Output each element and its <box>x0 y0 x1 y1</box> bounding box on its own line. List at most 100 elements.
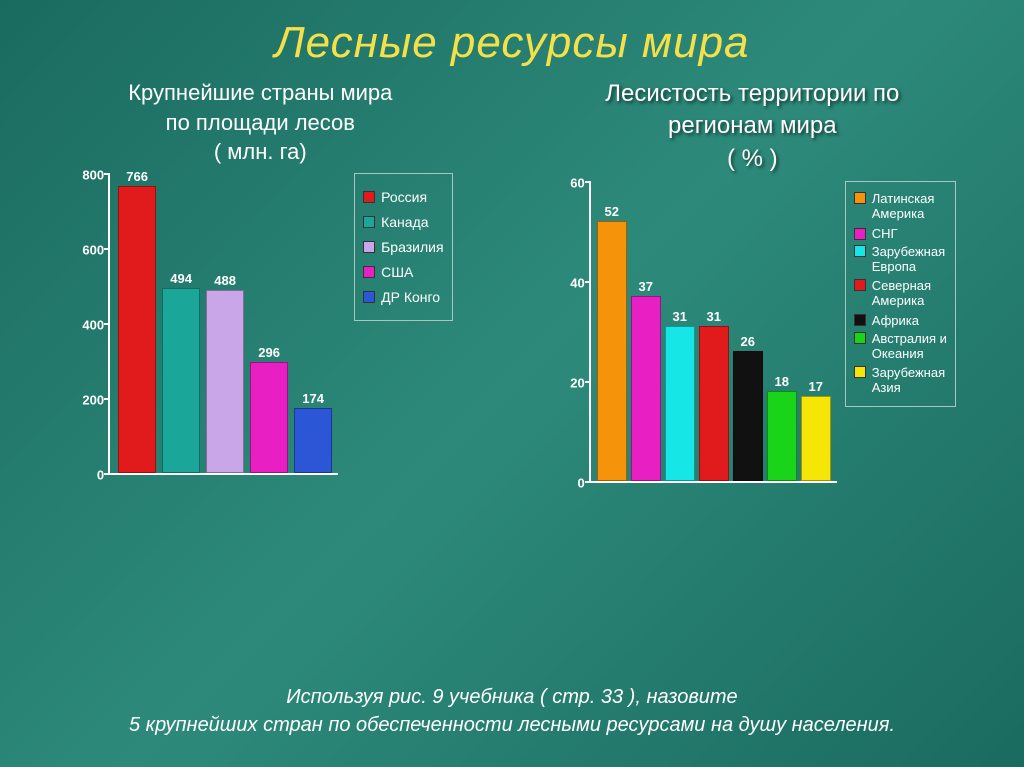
bar: 52 <box>597 204 627 481</box>
legend-label: ЗарубежнаяЕвропа <box>872 245 945 275</box>
legend-swatch <box>854 332 866 344</box>
legend-item: ЗарубежнаяЕвропа <box>854 245 947 275</box>
bar-rect <box>206 290 244 473</box>
bar-value-label: 766 <box>126 169 148 184</box>
legend-item: СНГ <box>854 226 947 241</box>
chart-left-legend: Россия Канада Бразилия США ДР Конго <box>354 173 452 321</box>
plot-area: 52 37 31 31 26 18 17 <box>589 183 837 483</box>
legend-label: Бразилия <box>381 239 443 255</box>
chart-left: Крупнейшие страны мира по площади лесов … <box>68 78 452 501</box>
bar-value-label: 494 <box>170 271 192 286</box>
legend-label: ЗарубежнаяАзия <box>872 366 945 396</box>
legend-swatch <box>363 266 375 278</box>
plot-area: 766494488296174 <box>108 175 338 475</box>
bar-value-label: 31 <box>673 309 687 324</box>
bar-rect <box>294 408 332 473</box>
subtitle-line: Крупнейшие страны мира <box>128 78 392 108</box>
bar-value-label: 296 <box>258 345 280 360</box>
bars: 52 37 31 31 26 18 17 <box>591 183 837 481</box>
chart-right-subtitle: Лесистость территории по регионам мира (… <box>605 78 899 175</box>
legend-item: США <box>363 264 443 280</box>
y-tick-label: 200 <box>68 393 104 408</box>
legend-swatch <box>854 279 866 291</box>
legend-swatch <box>854 228 866 240</box>
bar-rect <box>801 396 831 481</box>
bar: 26 <box>733 334 763 481</box>
legend-label: ДР Конго <box>381 289 440 305</box>
bars: 766494488296174 <box>110 175 338 473</box>
y-tick-label: 800 <box>68 168 104 183</box>
legend-label: Африка <box>872 313 919 328</box>
legend-item: ЛатинскаяАмерика <box>854 192 947 222</box>
subtitle-line: по площади лесов <box>128 108 392 138</box>
bar-value-label: 26 <box>741 334 755 349</box>
footer-line: Используя рис. 9 учебника ( стр. 33 ), н… <box>0 683 1024 711</box>
bar-rect <box>597 221 627 481</box>
chart-left-canvas: 0200400600800766494488296174 <box>68 173 348 493</box>
legend-item: ЗарубежнаяАзия <box>854 366 947 396</box>
y-tick-label: 400 <box>68 318 104 333</box>
legend-swatch <box>363 241 375 253</box>
bar: 494 <box>162 271 200 473</box>
footer-line: 5 крупнейших стран по обеспеченности лес… <box>0 711 1024 739</box>
bar: 296 <box>250 345 288 473</box>
legend-label: СНГ <box>872 226 898 241</box>
legend-item: Россия <box>363 189 443 205</box>
legend-label: Австралия иОкеания <box>872 332 947 362</box>
legend-swatch <box>854 192 866 204</box>
legend-item: Бразилия <box>363 239 443 255</box>
legend-swatch <box>854 245 866 257</box>
y-tick-label: 20 <box>549 376 585 391</box>
chart-right-legend: ЛатинскаяАмерика СНГ ЗарубежнаяЕвропа Север… <box>845 181 956 406</box>
bar-rect <box>767 391 797 481</box>
bar: 31 <box>665 309 695 481</box>
bar-rect <box>250 362 288 473</box>
chart-right: Лесистость территории по регионам мира (… <box>549 78 956 501</box>
legend-item: Африка <box>854 313 947 328</box>
bar-value-label: 18 <box>775 374 789 389</box>
y-tick-label: 0 <box>68 468 104 483</box>
bar: 18 <box>767 374 797 481</box>
legend-label: СевернаяАмерика <box>872 279 931 309</box>
page-title: Лесные ресурсы мира <box>0 0 1024 68</box>
legend-label: Россия <box>381 189 427 205</box>
bar: 174 <box>294 391 332 473</box>
legend-item: Австралия иОкеания <box>854 332 947 362</box>
bar-rect <box>162 288 200 473</box>
legend-label: США <box>381 264 413 280</box>
legend-item: Канада <box>363 214 443 230</box>
legend-item: СевернаяАмерика <box>854 279 947 309</box>
bar-value-label: 31 <box>707 309 721 324</box>
bar-rect <box>631 296 661 481</box>
chart-right-canvas: 020406052373131261817 <box>549 181 839 501</box>
legend-label: ЛатинскаяАмерика <box>872 192 935 222</box>
legend-swatch <box>854 314 866 326</box>
bar: 31 <box>699 309 729 481</box>
bar-value-label: 52 <box>605 204 619 219</box>
subtitle-line: Лесистость территории по <box>605 78 899 110</box>
chart-left-subtitle: Крупнейшие страны мира по площади лесов … <box>128 78 392 167</box>
bar: 37 <box>631 279 661 481</box>
bar: 766 <box>118 169 156 473</box>
y-tick-label: 0 <box>549 476 585 491</box>
bar: 488 <box>206 273 244 473</box>
subtitle-line: ( % ) <box>605 143 899 175</box>
bar-value-label: 488 <box>214 273 236 288</box>
bar-value-label: 37 <box>639 279 653 294</box>
bar-rect <box>665 326 695 481</box>
legend-swatch <box>363 216 375 228</box>
charts-row: Крупнейшие страны мира по площади лесов … <box>0 68 1024 501</box>
legend-item: ДР Конго <box>363 289 443 305</box>
bar: 17 <box>801 379 831 481</box>
y-tick-label: 60 <box>549 176 585 191</box>
y-tick-label: 600 <box>68 243 104 258</box>
bar-rect <box>733 351 763 481</box>
legend-swatch <box>363 291 375 303</box>
footer-text: Используя рис. 9 учебника ( стр. 33 ), н… <box>0 683 1024 739</box>
bar-value-label: 174 <box>302 391 324 406</box>
bar-rect <box>118 186 156 473</box>
legend-swatch <box>854 366 866 378</box>
bar-rect <box>699 326 729 481</box>
legend-label: Канада <box>381 214 428 230</box>
legend-swatch <box>363 191 375 203</box>
